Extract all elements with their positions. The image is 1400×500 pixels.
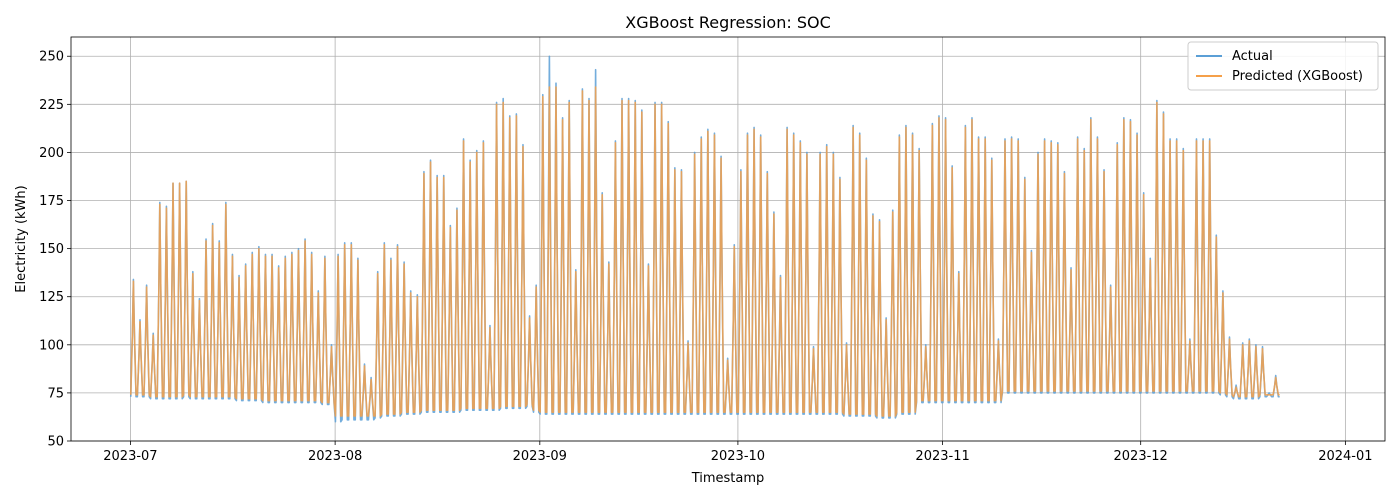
legend-box xyxy=(1187,41,1379,91)
x-tick-label: 2023-12 xyxy=(1114,449,1168,464)
y-axis-ticks: 50 75 100 125 150 175 200 225 250 xyxy=(39,50,71,450)
x-tick-label: 2023-11 xyxy=(915,449,969,464)
x-tick-label: 2024-01 xyxy=(1318,449,1372,464)
x-tick-label: 2023-08 xyxy=(308,449,362,464)
y-tick-label: 225 xyxy=(39,98,64,113)
x-tick-label: 2023-10 xyxy=(711,449,765,464)
y-tick-label: 125 xyxy=(39,290,64,305)
series-line-predicted xyxy=(129,86,1280,417)
plot-frame xyxy=(70,36,1386,442)
x-tick-label: 2023-09 xyxy=(513,449,567,464)
y-tick-label: 150 xyxy=(39,242,64,257)
series-line-actual xyxy=(129,55,1280,423)
x-axis-label: Timestamp xyxy=(691,471,765,486)
legend: Actual Predicted (XGBoost) xyxy=(1187,41,1379,91)
x-axis-ticks: 2023-07 2023-08 2023-09 2023-10 2023-11 2023-… xyxy=(103,441,1373,464)
x-tick-label: 2023-07 xyxy=(103,449,157,464)
plot-series xyxy=(129,55,1280,423)
y-tick-label: 50 xyxy=(47,435,64,450)
y-tick-label: 175 xyxy=(39,194,64,209)
legend-label-predicted: Predicted (XGBoost) xyxy=(1232,69,1363,84)
y-tick-label: 200 xyxy=(39,146,64,161)
y-axis-label: Electricity (kWh) xyxy=(14,185,29,292)
y-tick-label: 75 xyxy=(47,386,64,401)
y-tick-label: 250 xyxy=(39,50,64,65)
legend-label-actual: Actual xyxy=(1232,49,1273,64)
y-tick-label: 100 xyxy=(39,338,64,353)
chart-title: XGBoost Regression: SOC xyxy=(625,13,831,32)
